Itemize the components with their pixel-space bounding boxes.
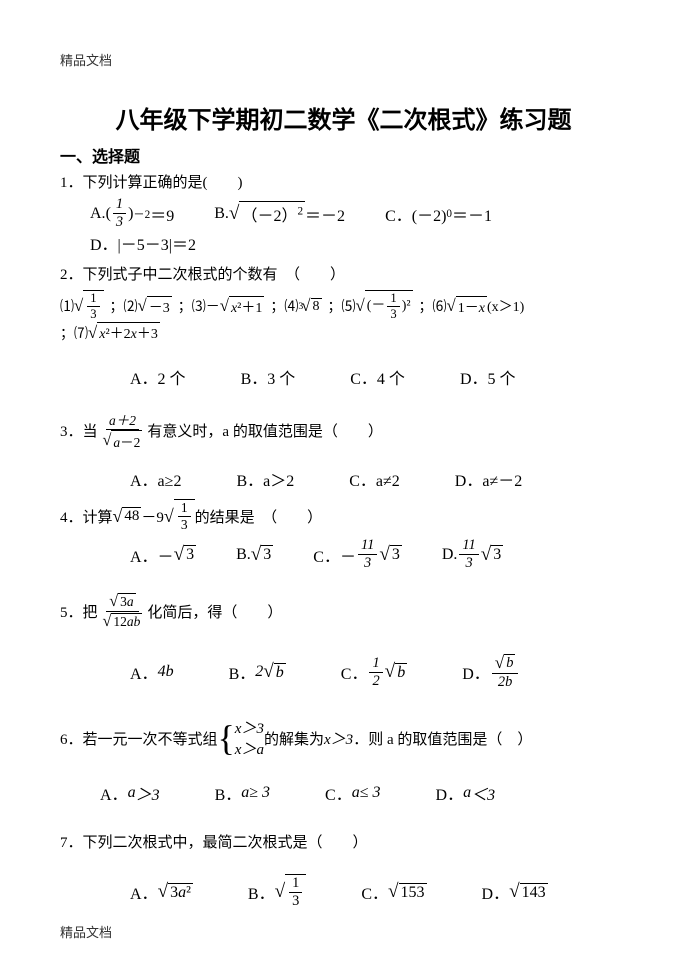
q5-optC: C．12√b: [341, 655, 407, 690]
q1-optC: C．(－2)0＝－1: [385, 202, 492, 226]
q1-optA: A. (13)－2 ＝9: [90, 196, 174, 231]
q4-stem: 4．计算 √48 －9 √13 的结果是 （ ）: [60, 499, 627, 533]
q4-optB: B.√3: [236, 544, 273, 566]
q6-optC: C．a ≤ 3: [325, 781, 380, 805]
q5-stem: 5．把 √3a √12ab 化简后，得（ ）: [60, 592, 627, 631]
question-1: 1．下列计算正确的是( ) A. (13)－2 ＝9 B. √（－2）2 ＝－2…: [60, 171, 627, 255]
q4-optD: D.113√3: [442, 537, 503, 572]
page-title: 八年级下学期初二数学《二次根式》练习题: [60, 100, 627, 135]
q1-stem: 1．下列计算正确的是( ): [60, 171, 627, 192]
q1-options: A. (13)－2 ＝9 B. √（－2）2 ＝－2 C．(－2)0＝－1 D．…: [60, 196, 627, 255]
q3-optA: A．a≥2: [130, 467, 181, 491]
q7-optD: D．√143: [482, 880, 548, 904]
q2-optB: B．3 个: [241, 365, 296, 389]
q4-options: A．－√3 B.√3 C．－113√3 D.113√3: [60, 537, 627, 572]
q3-optD: D．a≠－2: [455, 467, 522, 491]
q7-optA: A．√3a²: [130, 880, 193, 904]
q7-optC: C．√153: [361, 880, 426, 904]
section-head: 一、选择题: [60, 143, 627, 167]
q1-optD: D．|－5－3|＝2: [90, 231, 196, 255]
q3-options: A．a≥2 B．a＞2 C．a≠2 D．a≠－2: [60, 467, 627, 491]
q2-subitems: ⑴√13 ；⑵√－3 ；⑶－√x²＋1 ；⑷3√8 ；⑸√(－13)² ；⑹√1…: [60, 290, 627, 343]
q7-stem: 7．下列二次根式中，最简二次根式是（ ）: [60, 831, 627, 852]
q3-stem: 3．当 a＋2 √a－2 有意义时，a 的取值范围是（ ）: [60, 409, 627, 451]
question-5: 5．把 √3a √12ab 化简后，得（ ） A．4b B．2√b C．12√b…: [60, 592, 627, 691]
q4-optC: C．－113√3: [313, 537, 402, 572]
q3-optC: C．a≠2: [349, 467, 400, 491]
q6-stem: 6．若一元一次不等式组 { x＞3 x＞a 的解集为 x＞3 ．则 a 的取值范…: [60, 717, 627, 759]
footer-label: 精品文档: [60, 922, 112, 941]
q2-stem: 2．下列式子中二次根式的个数有 （ ）: [60, 263, 627, 284]
header-label: 精品文档: [60, 50, 112, 69]
q2-options: A．2 个 B．3 个 C．4 个 D．5 个: [60, 365, 627, 389]
question-2: 2．下列式子中二次根式的个数有 （ ） ⑴√13 ；⑵√－3 ；⑶－√x²＋1 …: [60, 263, 627, 389]
q5-options: A．4b B．2√b C．12√b D．√b2b: [60, 653, 627, 691]
question-4: 4．计算 √48 －9 √13 的结果是 （ ） A．－√3 B.√3 C．－1…: [60, 499, 627, 572]
q3-optB: B．a＞2: [236, 467, 294, 491]
q6-options: A．a＞3 B．a ≥ 3 C．a ≤ 3 D．a＜3: [60, 781, 627, 805]
q1-optB: B. √（－2）2 ＝－2: [214, 201, 345, 226]
question-7: 7．下列二次根式中，最简二次根式是（ ） A．√3a² B．√13 C．√153…: [60, 831, 627, 910]
q2-optC: C．4 个: [350, 365, 405, 389]
q5-optA: A．4b: [130, 660, 174, 684]
question-6: 6．若一元一次不等式组 { x＞3 x＞a 的解集为 x＞3 ．则 a 的取值范…: [60, 717, 627, 805]
q6-optD: D．a＜3: [436, 781, 496, 805]
q7-options: A．√3a² B．√13 C．√153 D．√143: [60, 874, 627, 910]
q4-optA: A．－√3: [130, 543, 196, 567]
question-3: 3．当 a＋2 √a－2 有意义时，a 的取值范围是（ ） A．a≥2 B．a＞…: [60, 409, 627, 491]
q6-optA: A．a＞3: [100, 781, 160, 805]
q2-optD: D．5 个: [460, 365, 516, 389]
q6-optB: B．a ≥ 3: [215, 781, 270, 805]
q2-optA: A．2 个: [130, 365, 186, 389]
q5-optD: D．√b2b: [462, 653, 520, 691]
q5-optB: B．2√b: [229, 660, 286, 684]
q7-optB: B．√13: [248, 874, 306, 910]
